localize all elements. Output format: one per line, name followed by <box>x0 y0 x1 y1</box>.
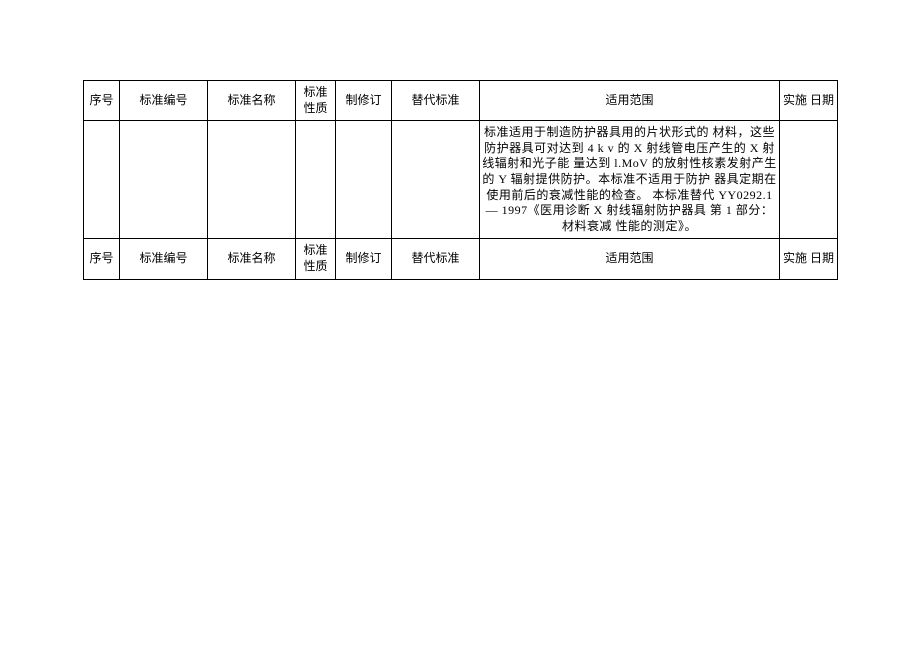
col-code: 标准编号 <box>120 81 208 121</box>
col-scope: 适用范围 <box>480 81 780 121</box>
col-date-2: 实施 日期 <box>780 239 838 279</box>
page: 序号 标准编号 标准名称 标准性质 制修订 替代标准 适用范围 实施 日期 标准… <box>0 0 920 651</box>
col-seq: 序号 <box>84 81 120 121</box>
col-nature-2: 标准性质 <box>296 239 336 279</box>
header-row: 序号 标准编号 标准名称 标准性质 制修订 替代标准 适用范围 实施 日期 <box>84 81 838 121</box>
col-date: 实施 日期 <box>780 81 838 121</box>
col-name: 标准名称 <box>208 81 296 121</box>
standards-table: 序号 标准编号 标准名称 标准性质 制修订 替代标准 适用范围 实施 日期 标准… <box>83 80 838 280</box>
cell-replace <box>392 121 480 239</box>
repeat-header-row: 序号 标准编号 标准名称 标准性质 制修订 替代标准 适用范围 实施 日期 <box>84 239 838 279</box>
col-scope-2: 适用范围 <box>480 239 780 279</box>
cell-code <box>120 121 208 239</box>
cell-date <box>780 121 838 239</box>
col-rev-2: 制修订 <box>336 239 392 279</box>
col-nature: 标准性质 <box>296 81 336 121</box>
col-seq-2: 序号 <box>84 239 120 279</box>
col-name-2: 标准名称 <box>208 239 296 279</box>
col-replace-2: 替代标准 <box>392 239 480 279</box>
data-row: 标准适用于制造防护器具用的片状形式的 材料，这些防护器具可对达到 4 k v 的… <box>84 121 838 239</box>
cell-nature <box>296 121 336 239</box>
cell-rev <box>336 121 392 239</box>
col-rev: 制修订 <box>336 81 392 121</box>
col-code-2: 标准编号 <box>120 239 208 279</box>
cell-scope: 标准适用于制造防护器具用的片状形式的 材料，这些防护器具可对达到 4 k v 的… <box>480 121 780 239</box>
cell-name <box>208 121 296 239</box>
col-replace: 替代标准 <box>392 81 480 121</box>
cell-seq <box>84 121 120 239</box>
